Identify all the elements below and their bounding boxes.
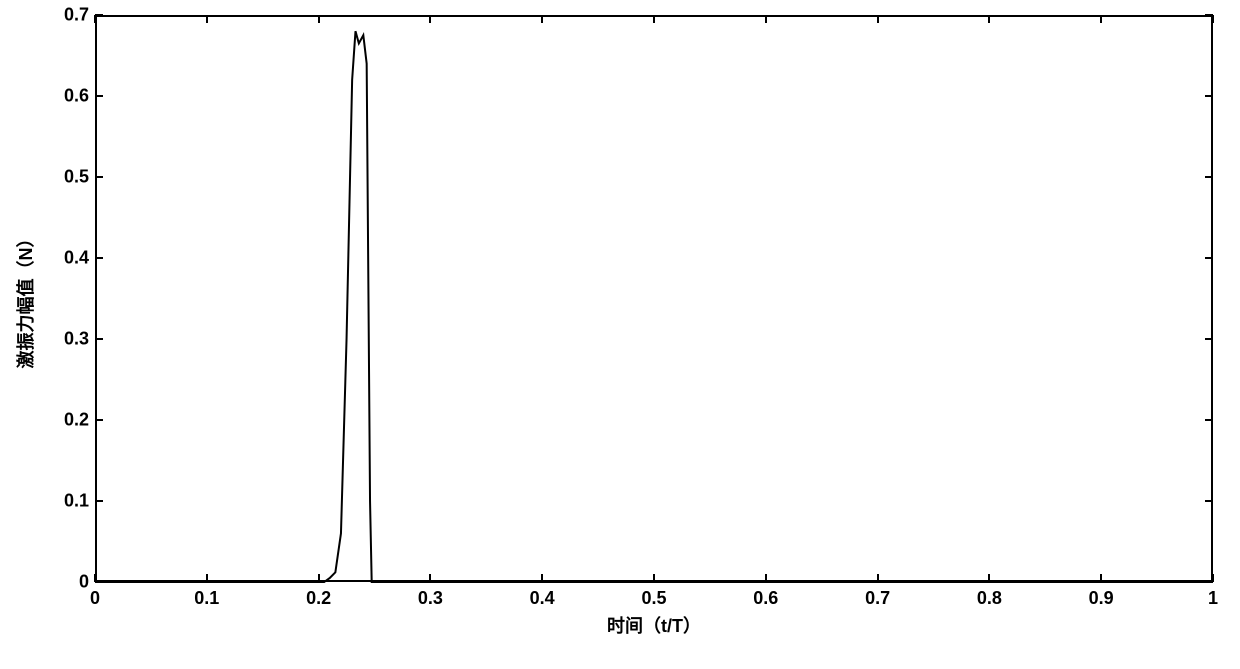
y-tick [95, 338, 103, 340]
x-tick [877, 574, 879, 582]
x-tick [1212, 15, 1214, 23]
x-tick [206, 15, 208, 23]
y-tick [1205, 14, 1213, 16]
y-tick [95, 419, 103, 421]
figure-container: 0 0.1 0.2 0.3 0.4 0.5 0.6 0.7 0.8 0.9 1 0 0.1 0.2 0.3… [0, 0, 1240, 669]
y-tick-label: 0.5 [53, 167, 89, 188]
x-tick-label: 0.3 [418, 588, 443, 609]
x-tick-label: 0.6 [753, 588, 778, 609]
axis-border [95, 15, 1213, 582]
y-tick [1205, 581, 1213, 583]
x-tick-label: 0.1 [194, 588, 219, 609]
x-tick-label: 0.7 [865, 588, 890, 609]
plot-area [95, 15, 1213, 582]
y-tick [95, 176, 103, 178]
y-tick-label: 0.6 [53, 86, 89, 107]
x-tick [653, 15, 655, 23]
x-tick [429, 15, 431, 23]
x-tick [206, 574, 208, 582]
x-tick-label: 0.4 [530, 588, 555, 609]
x-tick [1100, 15, 1102, 23]
y-tick [95, 500, 103, 502]
x-tick [541, 15, 543, 23]
y-tick [1205, 257, 1213, 259]
x-tick [541, 574, 543, 582]
x-tick-label: 1 [1208, 588, 1218, 609]
x-tick [765, 15, 767, 23]
y-tick [1205, 338, 1213, 340]
y-tick-label: 0.1 [53, 491, 89, 512]
x-tick [765, 574, 767, 582]
y-tick-label: 0.2 [53, 410, 89, 431]
y-axis-label: 激振力幅值（N） [12, 229, 38, 368]
x-tick [429, 574, 431, 582]
y-tick [95, 257, 103, 259]
y-tick [1205, 419, 1213, 421]
y-tick [95, 95, 103, 97]
y-tick [95, 581, 103, 583]
y-tick-label: 0.3 [53, 329, 89, 350]
y-tick [1205, 176, 1213, 178]
y-tick [1205, 500, 1213, 502]
y-tick-label: 0.7 [53, 5, 89, 26]
x-tick-label: 0.9 [1089, 588, 1114, 609]
x-tick-label: 0 [90, 588, 100, 609]
x-tick-label: 0.2 [306, 588, 331, 609]
x-tick [318, 15, 320, 23]
x-tick [1100, 574, 1102, 582]
x-tick-label: 0.5 [641, 588, 666, 609]
y-tick-label: 0.4 [53, 248, 89, 269]
x-tick [94, 15, 96, 23]
x-tick [988, 15, 990, 23]
x-tick [318, 574, 320, 582]
y-tick [1205, 95, 1213, 97]
x-tick [877, 15, 879, 23]
x-tick [988, 574, 990, 582]
y-tick-label: 0 [53, 572, 89, 593]
y-tick [95, 14, 103, 16]
x-tick [653, 574, 655, 582]
x-axis-label: 时间（t/T） [607, 612, 701, 638]
x-tick-label: 0.8 [977, 588, 1002, 609]
